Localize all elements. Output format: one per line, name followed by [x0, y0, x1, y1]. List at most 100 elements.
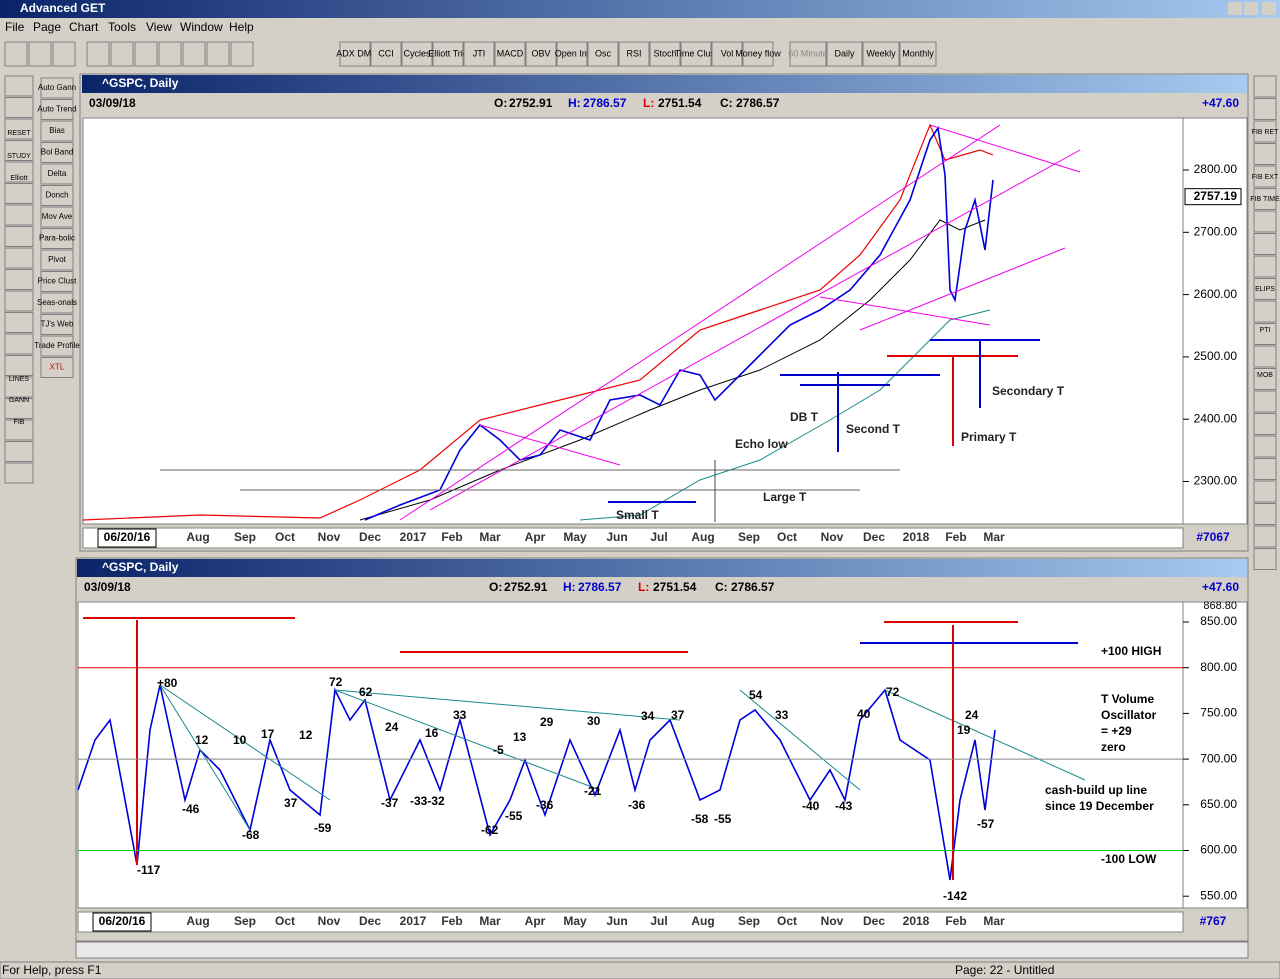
left-tool[interactable] [4, 269, 34, 290]
tool-button[interactable] [52, 41, 76, 67]
left-study[interactable] [40, 185, 74, 206]
menu-item[interactable]: Tools [108, 20, 136, 34]
menu-item[interactable]: Page [33, 20, 61, 34]
right-tool[interactable] [1253, 413, 1277, 435]
right-tool[interactable] [1253, 143, 1277, 165]
right-tool[interactable] [1253, 480, 1277, 503]
tool-button[interactable] [86, 41, 110, 67]
menu-item[interactable]: Window [180, 20, 223, 34]
right-tool[interactable] [1253, 210, 1277, 233]
right-tool[interactable] [1253, 345, 1277, 368]
left-tool[interactable] [4, 376, 34, 398]
right-tool[interactable] [1253, 233, 1277, 255]
study-button[interactable] [370, 41, 402, 67]
study-button[interactable] [649, 41, 681, 67]
period-button[interactable] [826, 41, 863, 67]
ohlc-high_label: H: [563, 580, 576, 594]
study-button[interactable] [401, 41, 433, 67]
menu-item[interactable]: Help [229, 20, 254, 34]
menu-item[interactable]: File [5, 20, 25, 34]
left-tool[interactable] [4, 118, 34, 140]
tool-button[interactable] [230, 41, 254, 67]
study-button[interactable] [680, 41, 712, 67]
left-tool[interactable] [4, 290, 34, 312]
study-button[interactable] [711, 41, 743, 67]
right-tool[interactable] [1253, 98, 1277, 120]
study-button[interactable] [742, 41, 774, 67]
left-tool[interactable] [4, 419, 34, 441]
left-tool[interactable] [4, 161, 34, 183]
left-study[interactable] [40, 206, 74, 228]
left-study[interactable] [40, 292, 74, 314]
study-button[interactable] [432, 41, 464, 67]
right-tool[interactable] [1253, 548, 1277, 570]
left-tool[interactable] [4, 226, 34, 247]
right-tool[interactable] [1253, 368, 1277, 390]
period-button[interactable] [789, 41, 827, 67]
right-tool[interactable] [1253, 278, 1277, 300]
right-tool[interactable] [1253, 503, 1277, 525]
study-button[interactable] [525, 41, 557, 67]
right-tool[interactable] [1253, 120, 1277, 143]
right-tool[interactable] [1253, 390, 1277, 413]
status-bar [0, 961, 1280, 979]
menu-item[interactable]: View [146, 20, 172, 34]
left-study[interactable] [40, 335, 74, 357]
left-tool[interactable] [4, 247, 34, 269]
left-study[interactable] [40, 357, 74, 378]
tool-button[interactable] [134, 41, 158, 67]
study-button[interactable] [339, 41, 371, 67]
left-study[interactable] [40, 120, 74, 142]
left-study[interactable] [40, 249, 74, 271]
left-tool[interactable] [4, 398, 34, 419]
right-tool[interactable] [1253, 75, 1277, 98]
tool-button[interactable] [4, 41, 28, 67]
bar-count: #767 [1200, 914, 1227, 928]
right-tool[interactable] [1253, 458, 1277, 480]
left-study[interactable] [40, 99, 74, 120]
left-tool[interactable] [4, 97, 34, 118]
tool-button[interactable] [28, 41, 52, 67]
tool-button[interactable] [158, 41, 182, 67]
study-button[interactable] [494, 41, 526, 67]
period-button[interactable] [899, 41, 937, 67]
period-button[interactable] [862, 41, 900, 67]
study-button[interactable] [463, 41, 495, 67]
right-tool[interactable] [1253, 300, 1277, 323]
left-tool[interactable] [4, 204, 34, 226]
peak-label: 10 [233, 733, 247, 747]
left-tool[interactable] [4, 312, 34, 333]
right-tool[interactable] [1253, 525, 1277, 548]
close[interactable] [1262, 2, 1276, 15]
left-tool[interactable] [4, 462, 34, 484]
left-study[interactable] [40, 228, 74, 249]
period-label: 60 Minute [788, 48, 828, 58]
right-tool[interactable] [1253, 255, 1277, 278]
left-study[interactable] [40, 271, 74, 292]
right-tool[interactable] [1253, 435, 1277, 458]
right-tool[interactable] [1253, 165, 1277, 188]
menu-item[interactable]: Chart [69, 20, 99, 34]
left-tool[interactable] [4, 140, 34, 161]
trough-label: -55 [505, 809, 523, 823]
left-tool[interactable] [4, 75, 34, 97]
left-tool[interactable] [4, 183, 34, 204]
scrollbar[interactable] [75, 941, 1249, 959]
study-button[interactable] [587, 41, 619, 67]
tool-button[interactable] [110, 41, 134, 67]
right-tool[interactable] [1253, 188, 1277, 210]
minimize[interactable] [1228, 2, 1242, 15]
study-button[interactable] [618, 41, 650, 67]
tool-button[interactable] [182, 41, 206, 67]
left-study[interactable] [40, 163, 74, 185]
left-study[interactable] [40, 77, 74, 99]
left-study[interactable] [40, 142, 74, 163]
left-tool[interactable] [4, 355, 34, 376]
maximize[interactable] [1244, 2, 1258, 15]
left-tool[interactable] [4, 441, 34, 462]
tool-button[interactable] [206, 41, 230, 67]
right-tool[interactable] [1253, 323, 1277, 345]
left-study[interactable] [40, 314, 74, 335]
study-button[interactable] [556, 41, 588, 67]
left-tool[interactable] [4, 333, 34, 355]
